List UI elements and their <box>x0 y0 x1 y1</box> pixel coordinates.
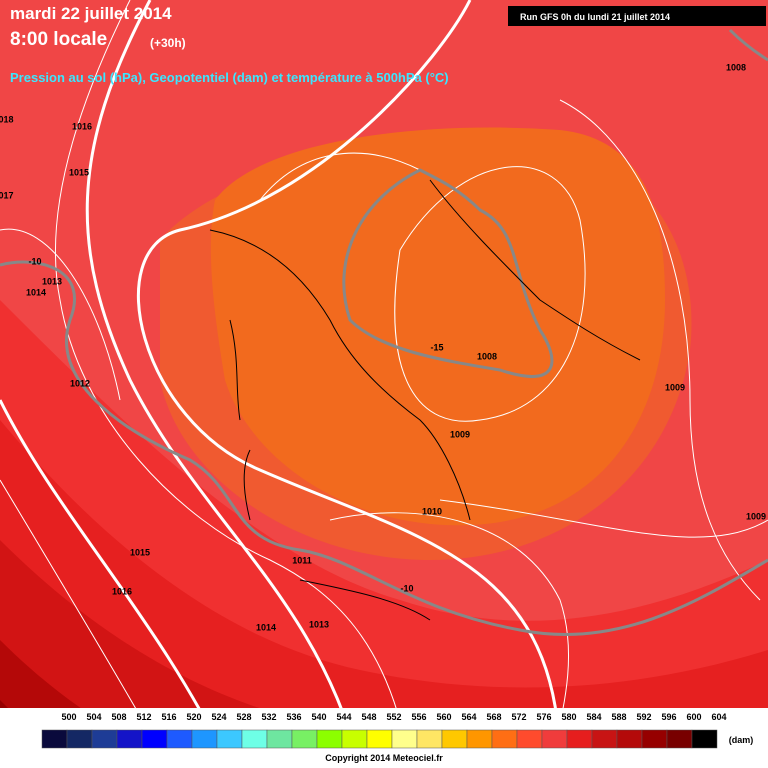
legend-tick-label: 500 <box>61 712 76 722</box>
legend-tick-label: 536 <box>286 712 301 722</box>
legend-tick-label: 544 <box>336 712 351 722</box>
legend-swatch <box>41 729 68 749</box>
legend-tick-label: 552 <box>386 712 401 722</box>
legend-tick-label: 504 <box>86 712 101 722</box>
legend-tick-label: 596 <box>661 712 676 722</box>
contour-label: 018 <box>0 114 14 124</box>
legend-tick-label: 592 <box>636 712 651 722</box>
contour-label: -10 <box>28 256 41 266</box>
legend-swatch <box>491 729 518 749</box>
contour-label: 1010 <box>422 506 442 516</box>
legend-swatch <box>666 729 693 749</box>
legend-swatch <box>216 729 243 749</box>
legend-swatch <box>191 729 218 749</box>
legend-tick-label: 576 <box>536 712 551 722</box>
legend-tick-label: 568 <box>486 712 501 722</box>
contour-label: -15 <box>430 342 443 352</box>
forecast-offset: (+30h) <box>150 36 186 50</box>
legend-tick-label: 604 <box>711 712 726 722</box>
legend-tick-label: 548 <box>361 712 376 722</box>
contour-label: 1009 <box>746 511 766 521</box>
legend-tick-label: 572 <box>511 712 526 722</box>
legend-swatch <box>441 729 468 749</box>
contour-label: 1009 <box>665 382 685 392</box>
contour-label: 1015 <box>69 167 89 177</box>
map-time: 8:00 locale <box>10 29 107 50</box>
contour-label: 017 <box>0 190 14 200</box>
contour-label: 1015 <box>130 547 150 557</box>
contour-label: 1009 <box>450 429 470 439</box>
legend-tick-label: 540 <box>311 712 326 722</box>
contour-label: 1016 <box>72 121 92 131</box>
legend-swatch <box>141 729 168 749</box>
legend-swatch <box>266 729 293 749</box>
legend-swatch <box>166 729 193 749</box>
legend-swatch <box>466 729 493 749</box>
contour-label: 1014 <box>256 622 276 632</box>
legend-tick-label: 560 <box>436 712 451 722</box>
legend-tick-label: 516 <box>161 712 176 722</box>
coastlines <box>209 179 641 621</box>
legend-swatch <box>291 729 318 749</box>
run-box <box>508 6 766 26</box>
contour-label: 1013 <box>309 619 329 629</box>
legend-swatch <box>391 729 418 749</box>
legend-swatch <box>66 729 93 749</box>
legend-tick-label: 564 <box>461 712 476 722</box>
legend-tick-label: 528 <box>236 712 251 722</box>
legend-tick-label: 532 <box>261 712 276 722</box>
legend-tick-label: 600 <box>686 712 701 722</box>
map-subtitle: Pression au sol (hPa), Geopotentiel (dam… <box>10 70 449 85</box>
legend-tick-label: 580 <box>561 712 576 722</box>
legend-tick-label: 588 <box>611 712 626 722</box>
temperature-isotherms <box>0 28 768 636</box>
legend-swatch <box>516 729 543 749</box>
legend-tick-label: 520 <box>186 712 201 722</box>
contour-label: 1013 <box>42 276 62 286</box>
legend-tick-label: 556 <box>411 712 426 722</box>
contour-label: 1011 <box>292 555 312 565</box>
legend-swatch <box>541 729 568 749</box>
legend-unit: (dam) <box>729 735 754 745</box>
contour-label: -10 <box>400 583 413 593</box>
legend-swatch <box>566 729 593 749</box>
contour-label: 1016 <box>112 586 132 596</box>
legend-swatch <box>691 729 718 749</box>
legend-tick-label: 584 <box>586 712 601 722</box>
legend-tick-label: 508 <box>111 712 126 722</box>
run-label: Run GFS 0h du lundi 21 juillet 2014 <box>520 12 670 22</box>
legend-swatch <box>91 729 118 749</box>
legend-swatch <box>416 729 443 749</box>
legend-swatch <box>341 729 368 749</box>
legend-tick-label: 524 <box>211 712 226 722</box>
legend-swatch <box>641 729 668 749</box>
copyright: Copyright 2014 Meteociel.fr <box>325 753 443 763</box>
map-title: mardi 22 juillet 2014 <box>10 4 172 23</box>
legend-tick-label: 512 <box>136 712 151 722</box>
legend-swatch <box>591 729 618 749</box>
legend-swatch <box>616 729 643 749</box>
legend-swatch <box>366 729 393 749</box>
legend-swatch <box>116 729 143 749</box>
legend-swatch <box>241 729 268 749</box>
contour-label: 1012 <box>70 378 90 388</box>
legend-swatch <box>316 729 343 749</box>
contour-label: 1008 <box>477 351 497 361</box>
contour-label: 1014 <box>26 287 46 297</box>
contour-label: 1008 <box>726 62 746 72</box>
